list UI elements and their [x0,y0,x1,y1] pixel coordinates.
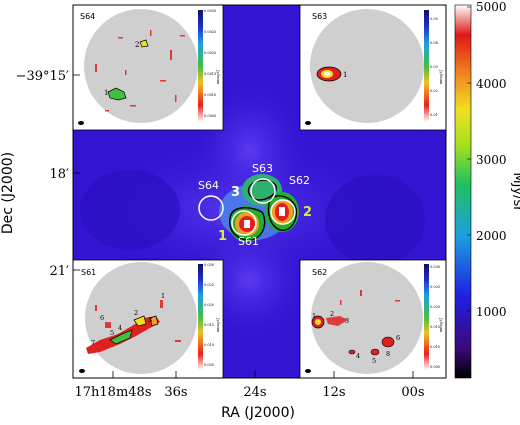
beam-icon [78,121,84,125]
cbar-tick-2000: 2000 [476,229,507,243]
svg-text:0.01: 0.01 [430,113,438,117]
cbar-tick-3000: 3000 [476,153,507,167]
beam-icon [79,369,85,373]
s64-clump-1: 1 [104,89,108,97]
xtick-3: 12s [322,385,345,400]
svg-text:Jy/beam: Jy/beam [216,69,220,85]
svg-text:0.005: 0.005 [430,365,440,369]
inset-s63: 1 S63 0.05 0.04 0.03 0.02 0.01 Jy/beam [299,4,447,131]
svg-text:0.015: 0.015 [204,323,214,327]
svg-text:0.0005: 0.0005 [204,114,216,118]
svg-text:0.025: 0.025 [430,285,440,289]
s62-title: S62 [312,268,327,277]
svg-text:0.0030: 0.0030 [204,9,216,13]
cbar-tick-5000: 5000 [476,0,507,14]
s62-colorbar [424,264,429,370]
svg-text:2: 2 [134,309,138,317]
svg-text:2: 2 [330,310,334,318]
s61-colorbar [198,264,203,370]
svg-text:3: 3 [345,317,349,325]
svg-text:Jy/beam: Jy/beam [439,317,443,333]
colorbar-unit: MJy/sr [510,172,520,212]
s63-clump-1: 1 [343,71,347,79]
x-axis-label: RA (J2000) [221,405,295,421]
svg-text:Jy/beam: Jy/beam [439,69,443,85]
svg-text:7: 7 [91,339,95,347]
ytick-1: 18′ [50,167,70,182]
svg-text:0.04: 0.04 [430,41,439,45]
s61-title: S61 [81,268,96,277]
label-s62: S62 [289,174,310,187]
svg-text:4: 4 [356,352,360,360]
svg-text:0.03: 0.03 [430,65,438,69]
svg-text:6: 6 [100,314,104,322]
svg-text:0.0015: 0.0015 [204,72,216,76]
s64-colorbar [198,10,203,122]
svg-text:8: 8 [386,350,390,358]
s64-circle [198,195,224,221]
label-c1: 1 [218,229,227,244]
svg-text:0.010: 0.010 [430,345,440,349]
cbar-tick-1000: 1000 [476,305,507,319]
s63-colorbar [424,10,429,122]
label-c3: 3 [231,185,240,200]
ytick-0: −39°15′ [16,69,69,84]
svg-text:0.005: 0.005 [204,363,214,367]
svg-text:0.015: 0.015 [430,325,440,329]
beam-icon [305,369,311,373]
label-c2: 2 [303,205,312,220]
xtick-4: 00s [401,385,424,400]
inset-s61: 1 2 3 4 5 6 7 S61 0.030 0.025 0.020 0.01… [72,259,224,379]
xtick-2: 24s [243,385,266,400]
main-colorbar [454,4,472,379]
label-s64: S64 [198,179,219,192]
svg-text:0.0025: 0.0025 [204,30,216,34]
svg-text:5: 5 [110,329,114,337]
inset-s62: 1 2 3 4 5 6 8 S62 0.030 0.025 0.020 0.01… [299,259,447,379]
svg-text:1: 1 [161,292,165,300]
label-s63: S63 [252,162,273,175]
svg-text:4: 4 [118,324,122,332]
s64-clump-2: 2 [135,41,139,49]
beam-icon [305,121,311,125]
svg-text:0.020: 0.020 [204,303,214,307]
s64-title: S64 [80,12,95,21]
svg-text:5: 5 [372,357,376,365]
svg-text:0.02: 0.02 [430,89,438,93]
map-frame [72,4,447,379]
label-s61: S61 [238,235,259,248]
svg-text:0.030: 0.030 [430,265,440,269]
xtick-1: 36s [164,385,187,400]
svg-text:6: 6 [396,334,400,342]
axis-ticks [73,74,414,378]
xtick-0: 17h18m48s [75,385,152,400]
s63-title: S63 [312,12,327,21]
svg-text:1: 1 [312,312,316,320]
svg-text:0.020: 0.020 [430,305,440,309]
cbar-tick-4000: 4000 [476,77,507,91]
svg-text:0.025: 0.025 [204,283,214,287]
svg-text:0.010: 0.010 [204,343,214,347]
svg-text:0.0010: 0.0010 [204,93,216,97]
svg-text:3: 3 [148,316,152,324]
svg-text:0.05: 0.05 [430,17,438,21]
svg-text:0.0020: 0.0020 [204,51,216,55]
s63-circle [250,178,276,204]
svg-text:0.030: 0.030 [204,263,214,267]
y-axis-label: Dec (J2000) [0,152,16,234]
s62-circle [270,199,296,225]
svg-text:Jy/beam: Jy/beam [216,317,220,333]
ytick-2: 21′ [50,264,70,279]
s61-circle [231,210,257,236]
inset-s64: 1 2 S64 0.0030 0.0025 0.0020 0.0015 0.00… [72,4,224,131]
